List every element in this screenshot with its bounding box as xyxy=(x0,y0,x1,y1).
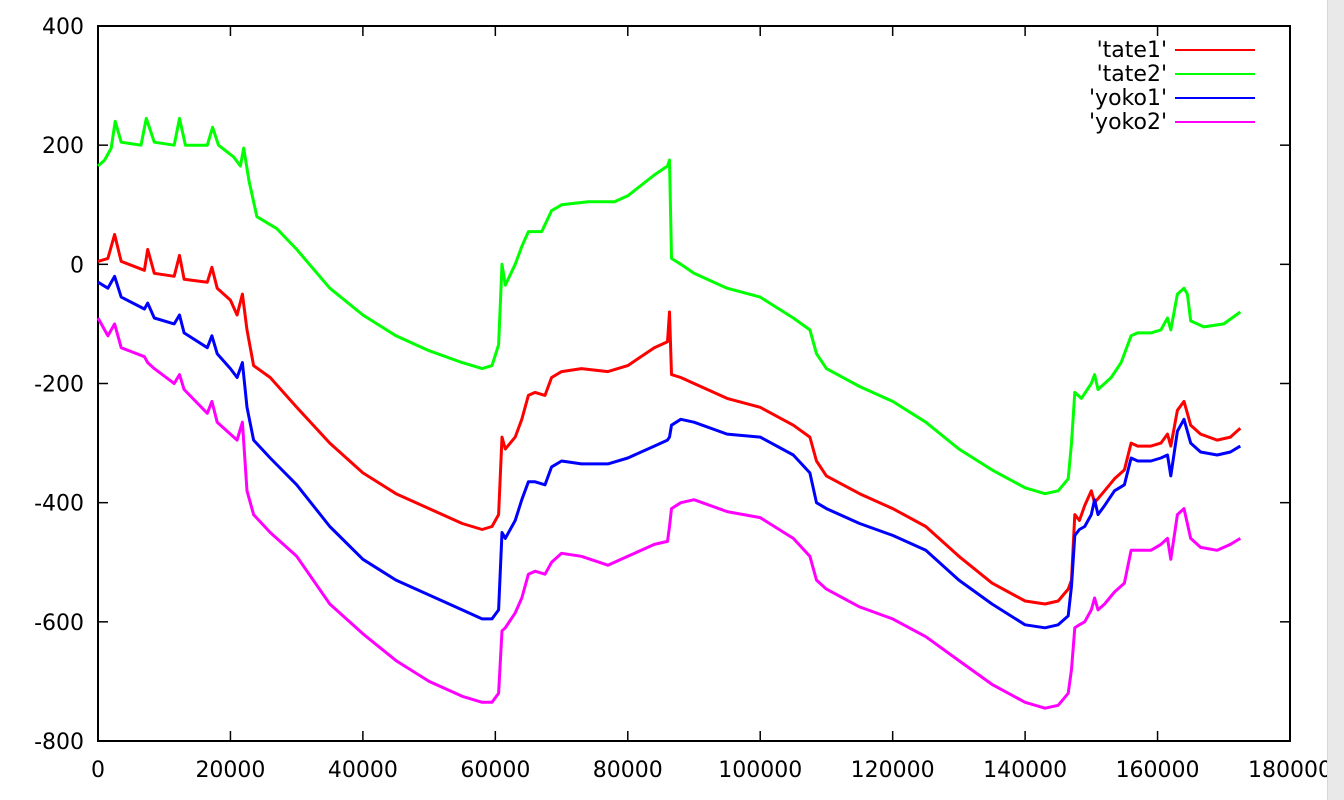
y-tick-label: 400 xyxy=(42,15,84,40)
y-tick-label: -200 xyxy=(34,373,84,398)
x-tick-label: 0 xyxy=(91,758,105,783)
legend: 'tate1''tate2''yoko1''yoko2' xyxy=(1089,38,1255,135)
legend-label: 'yoko1' xyxy=(1089,86,1167,111)
y-tick-label: 0 xyxy=(70,253,84,278)
x-tick-label: 180000 xyxy=(1248,758,1332,783)
series-line-2 xyxy=(97,116,1242,496)
legend-label: 'tate2' xyxy=(1097,62,1167,87)
y-tick-label: -600 xyxy=(34,611,84,636)
legend-label: 'yoko2' xyxy=(1089,110,1167,135)
y-tick-label: 200 xyxy=(42,134,84,159)
tick-labels: 0 20000 40000 60000 80000 100000 120000 140000 1… xyxy=(34,15,1332,783)
x-tick-label: 80000 xyxy=(593,758,663,783)
series-line-4 xyxy=(96,317,1242,710)
x-tick-label: 100000 xyxy=(718,758,802,783)
x-tick-label: 60000 xyxy=(460,758,530,783)
axis-ticks xyxy=(97,25,1291,742)
series-line-1 xyxy=(97,233,1242,606)
y-tick-label: -400 xyxy=(34,492,84,517)
x-tick-label: 160000 xyxy=(1116,758,1200,783)
vertical-scrollbar[interactable] xyxy=(1327,0,1344,800)
legend-label: 'tate1' xyxy=(1097,38,1167,63)
data-series xyxy=(96,116,1242,710)
x-tick-label: 20000 xyxy=(195,758,265,783)
x-tick-label: 140000 xyxy=(983,758,1067,783)
y-tick-label: -800 xyxy=(34,730,84,755)
x-tick-label: 40000 xyxy=(328,758,398,783)
series-line-3 xyxy=(97,274,1242,630)
x-tick-label: 120000 xyxy=(851,758,935,783)
